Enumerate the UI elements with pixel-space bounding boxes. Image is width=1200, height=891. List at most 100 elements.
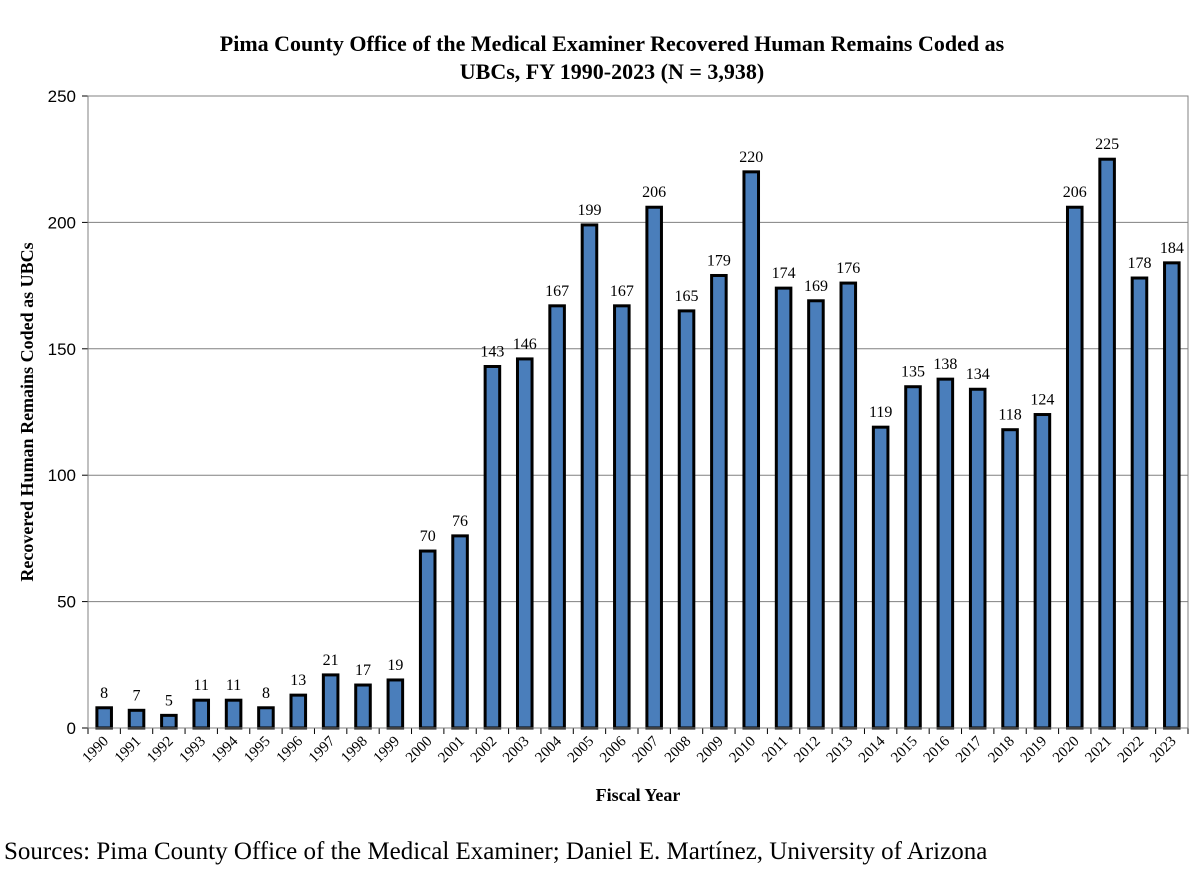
- bar-2001: [453, 536, 468, 728]
- x-axis-title: Fiscal Year: [596, 785, 681, 805]
- data-label-2017: 134: [966, 366, 990, 383]
- bar-2000: [420, 551, 435, 728]
- data-label-2022: 178: [1127, 255, 1151, 272]
- x-tick-label-2022: 2022: [1115, 734, 1148, 767]
- bar-2012: [809, 301, 824, 728]
- bar-2021: [1100, 159, 1115, 728]
- x-tick-label-2017: 2017: [953, 733, 986, 766]
- bar-2018: [1003, 430, 1018, 728]
- bar-1991: [129, 710, 144, 728]
- bar-2022: [1132, 278, 1147, 728]
- data-label-2019: 124: [1030, 392, 1054, 409]
- bar-1992: [162, 715, 177, 728]
- data-label-2016: 138: [933, 356, 957, 373]
- y-axis-ticks: 050100150200250: [48, 87, 88, 738]
- x-tick-label-1990: 1990: [79, 734, 112, 767]
- bar-1998: [356, 685, 371, 728]
- x-tick-label-2015: 2015: [888, 734, 921, 767]
- y-tick-label: 100: [48, 466, 76, 485]
- data-label-1999: 19: [387, 657, 403, 674]
- bar-2019: [1035, 415, 1050, 728]
- data-label-2005: 199: [577, 202, 601, 219]
- data-label-2004: 167: [545, 283, 569, 300]
- x-tick-label-2000: 2000: [403, 734, 436, 767]
- data-label-2000: 70: [420, 528, 436, 545]
- bar-2007: [647, 207, 662, 728]
- bars: [97, 159, 1179, 728]
- x-tick-label-1997: 1997: [306, 733, 339, 766]
- x-tick-label-1994: 1994: [209, 733, 242, 766]
- x-tick-label-1998: 1998: [338, 734, 371, 767]
- bar-2008: [679, 311, 694, 728]
- bar-2005: [582, 225, 597, 728]
- x-tick-label-1999: 1999: [371, 734, 404, 767]
- chart-title-line-2: UBCs, FY 1990-2023 (N = 3,938): [460, 59, 764, 84]
- x-tick-label-2021: 2021: [1082, 734, 1115, 767]
- x-tick-label-2018: 2018: [985, 734, 1018, 767]
- bar-2009: [712, 275, 727, 728]
- bar-2013: [841, 283, 856, 728]
- bar-2016: [938, 379, 953, 728]
- bar-2002: [485, 366, 500, 728]
- data-label-1991: 7: [133, 687, 141, 704]
- bar-2006: [615, 306, 630, 728]
- data-label-2007: 206: [642, 184, 666, 201]
- x-tick-label-1991: 1991: [112, 734, 145, 767]
- x-tick-label-2020: 2020: [1050, 734, 1083, 767]
- plot-area-frame: [88, 96, 1188, 728]
- x-tick-label-1995: 1995: [241, 734, 274, 767]
- bar-2003: [517, 359, 532, 728]
- data-label-2003: 146: [513, 336, 537, 353]
- bar-chart: Pima County Office of the Medical Examin…: [0, 0, 1200, 830]
- x-tick-label-2009: 2009: [694, 734, 727, 767]
- data-label-2009: 179: [707, 252, 731, 269]
- data-label-2011: 174: [772, 265, 796, 282]
- data-label-2018: 118: [998, 407, 1021, 424]
- bar-1990: [97, 708, 112, 728]
- x-tick-label-2008: 2008: [662, 734, 695, 767]
- bar-1994: [226, 700, 241, 728]
- source-note: Sources: Pima County Office of the Medic…: [4, 838, 987, 866]
- data-label-1993: 11: [194, 677, 209, 694]
- x-tick-label-2013: 2013: [824, 734, 857, 767]
- y-tick-label: 50: [57, 593, 76, 612]
- data-label-1998: 17: [355, 662, 371, 679]
- x-tick-label-2001: 2001: [435, 734, 468, 767]
- data-label-2015: 135: [901, 364, 925, 381]
- data-label-1994: 11: [226, 677, 241, 694]
- data-label-1995: 8: [262, 685, 270, 702]
- data-label-2020: 206: [1063, 184, 1087, 201]
- bar-2023: [1165, 263, 1180, 728]
- data-label-2002: 143: [480, 343, 504, 360]
- y-tick-label: 150: [48, 340, 76, 359]
- x-tick-label-2016: 2016: [921, 733, 954, 766]
- x-tick-label-2019: 2019: [1018, 734, 1051, 767]
- x-tick-label-2014: 2014: [856, 733, 889, 766]
- bar-2011: [776, 288, 791, 728]
- bar-2004: [550, 306, 565, 728]
- x-tick-label-2011: 2011: [759, 734, 791, 766]
- x-tick-label-2023: 2023: [1147, 734, 1180, 767]
- data-label-2014: 119: [869, 404, 892, 421]
- bar-1999: [388, 680, 403, 728]
- data-label-2013: 176: [836, 260, 860, 277]
- data-label-2008: 165: [675, 288, 699, 305]
- y-tick-label: 250: [48, 87, 76, 106]
- y-axis-title: Recovered Human Remains Coded as UBCs: [17, 242, 37, 581]
- bar-2015: [906, 387, 921, 728]
- gridlines: [88, 96, 1188, 602]
- x-tick-label-2002: 2002: [468, 734, 501, 767]
- x-tick-label-1992: 1992: [144, 734, 177, 767]
- x-tick-label-2006: 2006: [597, 733, 630, 766]
- bar-2010: [744, 172, 759, 728]
- data-label-1990: 8: [100, 685, 108, 702]
- data-label-2021: 225: [1095, 136, 1119, 153]
- x-tick-label-2005: 2005: [565, 734, 598, 767]
- x-tick-label-2010: 2010: [727, 734, 760, 767]
- data-label-2012: 169: [804, 278, 828, 295]
- x-tick-label-2004: 2004: [532, 733, 565, 766]
- bar-2017: [970, 389, 985, 728]
- x-tick-label-1996: 1996: [274, 733, 307, 766]
- data-label-1992: 5: [165, 692, 173, 709]
- bar-2014: [873, 427, 888, 728]
